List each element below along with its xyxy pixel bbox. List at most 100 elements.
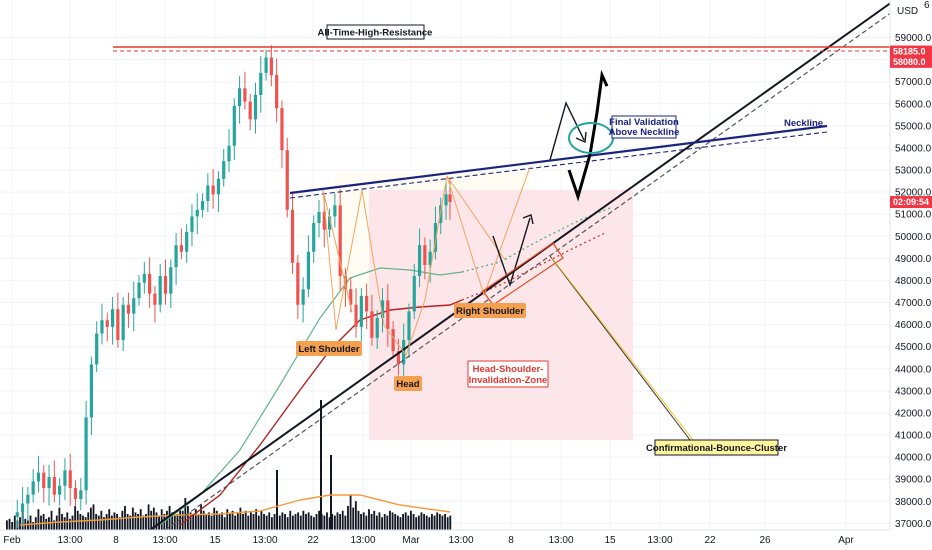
volume-bar bbox=[402, 514, 404, 530]
x-tick-label: Mar bbox=[402, 535, 420, 546]
candle-body bbox=[222, 161, 226, 179]
volume-bar bbox=[137, 514, 140, 530]
volume-bar bbox=[79, 514, 82, 530]
volume-bar bbox=[375, 515, 378, 530]
left-shoulder-label: Left Shoulder bbox=[298, 344, 360, 355]
candle-body bbox=[407, 311, 411, 341]
y-tick-label: 52000.0 bbox=[895, 188, 932, 199]
bounce-cluster-box[interactable] bbox=[482, 242, 564, 306]
volume-bar bbox=[291, 515, 294, 530]
volume-bar bbox=[58, 507, 61, 530]
volume-bar bbox=[315, 514, 318, 530]
candle-body bbox=[359, 295, 363, 327]
y-tick-label: 53000.0 bbox=[895, 166, 932, 177]
volume-bar bbox=[394, 514, 397, 530]
support-line[interactable] bbox=[149, 1, 893, 531]
price-tag-label: 58185.0 bbox=[893, 47, 926, 57]
volume-bar bbox=[297, 512, 300, 530]
y-tick-label: 41000.0 bbox=[895, 431, 932, 442]
volume-bar bbox=[428, 517, 431, 530]
volume-bar bbox=[242, 514, 244, 530]
candle-body bbox=[327, 216, 332, 230]
price-candles bbox=[15, 45, 452, 528]
x-tick-label: 15 bbox=[604, 535, 616, 546]
volume-bar bbox=[270, 517, 273, 530]
volume-bar bbox=[236, 512, 239, 530]
volume-bar bbox=[126, 514, 129, 530]
volume-bar bbox=[249, 512, 252, 530]
volume-bar bbox=[368, 509, 370, 530]
left-shoulder-label-box[interactable]: Left Shoulder bbox=[296, 341, 362, 356]
x-tick-label: 13:00 bbox=[350, 535, 375, 546]
x-tick-label: Apr bbox=[838, 535, 854, 546]
invalidation-label-box[interactable]: Head-Shoulder- Invalidation-Zone bbox=[467, 360, 549, 388]
candle-body bbox=[412, 276, 416, 312]
candle-body bbox=[137, 282, 141, 299]
head-label: Head bbox=[396, 379, 419, 390]
price-tag bbox=[890, 45, 932, 58]
volume-bar bbox=[74, 506, 77, 530]
x-tick-label: 13:00 bbox=[152, 535, 177, 546]
volume-bar bbox=[187, 506, 189, 530]
volume-bar bbox=[436, 512, 439, 530]
candle-body bbox=[312, 223, 316, 252]
x-tick-label: 13:00 bbox=[548, 535, 573, 546]
y-tick-label: 46000.0 bbox=[895, 320, 932, 331]
candle-body bbox=[275, 75, 279, 109]
candle-body bbox=[243, 88, 247, 102]
volume-bar bbox=[399, 517, 402, 530]
candle-body bbox=[95, 333, 99, 365]
candle-body bbox=[200, 200, 205, 210]
candle-body bbox=[73, 488, 78, 500]
volume-bar bbox=[441, 515, 444, 530]
head-label-box[interactable]: Head bbox=[394, 376, 422, 391]
volume-bar bbox=[150, 510, 153, 530]
candle-body bbox=[190, 216, 194, 232]
volume-bar bbox=[131, 507, 134, 530]
volume-bar bbox=[257, 515, 260, 530]
x-tick-label: Feb bbox=[3, 535, 21, 546]
volume-bar bbox=[360, 514, 363, 530]
candle-body bbox=[306, 251, 311, 290]
volume-bar bbox=[255, 509, 258, 530]
volume-bar bbox=[326, 512, 328, 530]
candle-body bbox=[153, 293, 157, 305]
bounce-arrowhead bbox=[522, 214, 534, 225]
right-shoulder-label-box[interactable]: Right Shoulder bbox=[454, 303, 526, 318]
bounce-cluster-label-box[interactable]: Confirmational-Bounce-Cluster bbox=[646, 439, 787, 456]
candle-body bbox=[285, 150, 289, 210]
volume-bar bbox=[417, 515, 420, 530]
ath-label-box[interactable]: All-Time-High-Resistance bbox=[318, 24, 433, 40]
y-tick-label: 56000.0 bbox=[895, 99, 932, 110]
volume-bar bbox=[420, 512, 423, 530]
volume-bars bbox=[6, 400, 452, 530]
candle-body bbox=[142, 273, 146, 283]
volume-bar bbox=[210, 515, 213, 530]
volume-bar bbox=[116, 514, 119, 530]
final-validation-box[interactable]: Final Validation Above Neckline bbox=[609, 115, 680, 139]
candle-body bbox=[238, 88, 242, 106]
y-tick-label: 40000.0 bbox=[895, 453, 932, 464]
volume-bar bbox=[223, 517, 226, 530]
candle-body bbox=[89, 364, 93, 418]
volume-bar bbox=[344, 515, 347, 530]
bounce-cluster-label: Confirmational-Bounce-Cluster bbox=[646, 443, 787, 454]
x-tick-label: 22 bbox=[704, 535, 716, 546]
volume-bar bbox=[415, 517, 418, 530]
x-tick-label: 13:00 bbox=[57, 535, 82, 546]
candle-body bbox=[365, 295, 369, 312]
volume-bar bbox=[47, 517, 50, 530]
volume-bar bbox=[155, 512, 158, 530]
x-tick-label: 8 bbox=[508, 535, 514, 546]
bounce-cluster-pointer bbox=[549, 255, 691, 441]
volume-bar bbox=[341, 510, 344, 530]
candle-body bbox=[264, 57, 268, 73]
volume-bar bbox=[82, 515, 84, 530]
ma-red-projection bbox=[461, 232, 606, 301]
neckline[interactable] bbox=[289, 124, 828, 195]
candle-body bbox=[110, 309, 115, 327]
candle-body bbox=[185, 231, 189, 252]
y-tick-label: 54000.0 bbox=[895, 143, 932, 154]
candle-body bbox=[338, 205, 342, 277]
y-tick-label: 42000.0 bbox=[895, 408, 932, 419]
